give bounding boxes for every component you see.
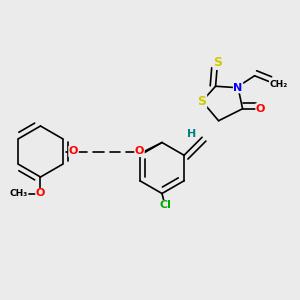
- Text: O: O: [256, 104, 265, 114]
- Text: H: H: [187, 129, 196, 139]
- Text: O: O: [69, 146, 78, 157]
- Text: S: S: [198, 95, 207, 108]
- Text: S: S: [214, 56, 223, 69]
- Text: Cl: Cl: [159, 200, 171, 211]
- Text: O: O: [36, 188, 45, 199]
- Text: O: O: [135, 146, 144, 157]
- Text: N: N: [233, 83, 243, 93]
- Text: CH₃: CH₃: [10, 189, 28, 198]
- Text: CH₂: CH₂: [269, 80, 288, 89]
